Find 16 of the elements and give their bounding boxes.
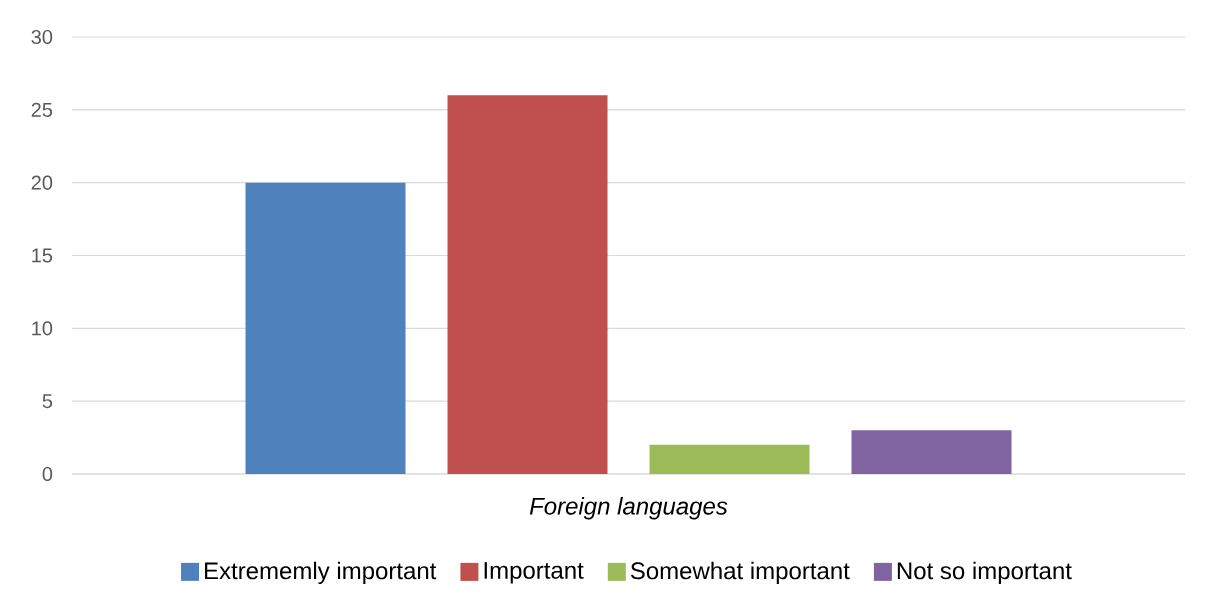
y-tick-label: 0: [42, 466, 53, 482]
y-tick-label: 25: [31, 102, 53, 117]
y-tick-label: 30: [31, 29, 53, 45]
y-tick-label: 10: [32, 321, 53, 336]
bar: [447, 95, 608, 474]
legend-label: Extrememly important: [205, 561, 437, 585]
bar: [245, 182, 406, 474]
legend-label: Important: [484, 562, 584, 584]
y-tick-label: 15: [32, 248, 53, 263]
bar: [851, 430, 1012, 474]
bar: [649, 444, 810, 474]
y-tick-label: 5: [42, 394, 53, 409]
legend-label: Somewhat important: [630, 561, 850, 585]
legend-label: Not so important: [897, 561, 1072, 585]
x-tick-label: Foreign languages: [529, 497, 728, 520]
y-tick-label: 20: [31, 175, 53, 190]
